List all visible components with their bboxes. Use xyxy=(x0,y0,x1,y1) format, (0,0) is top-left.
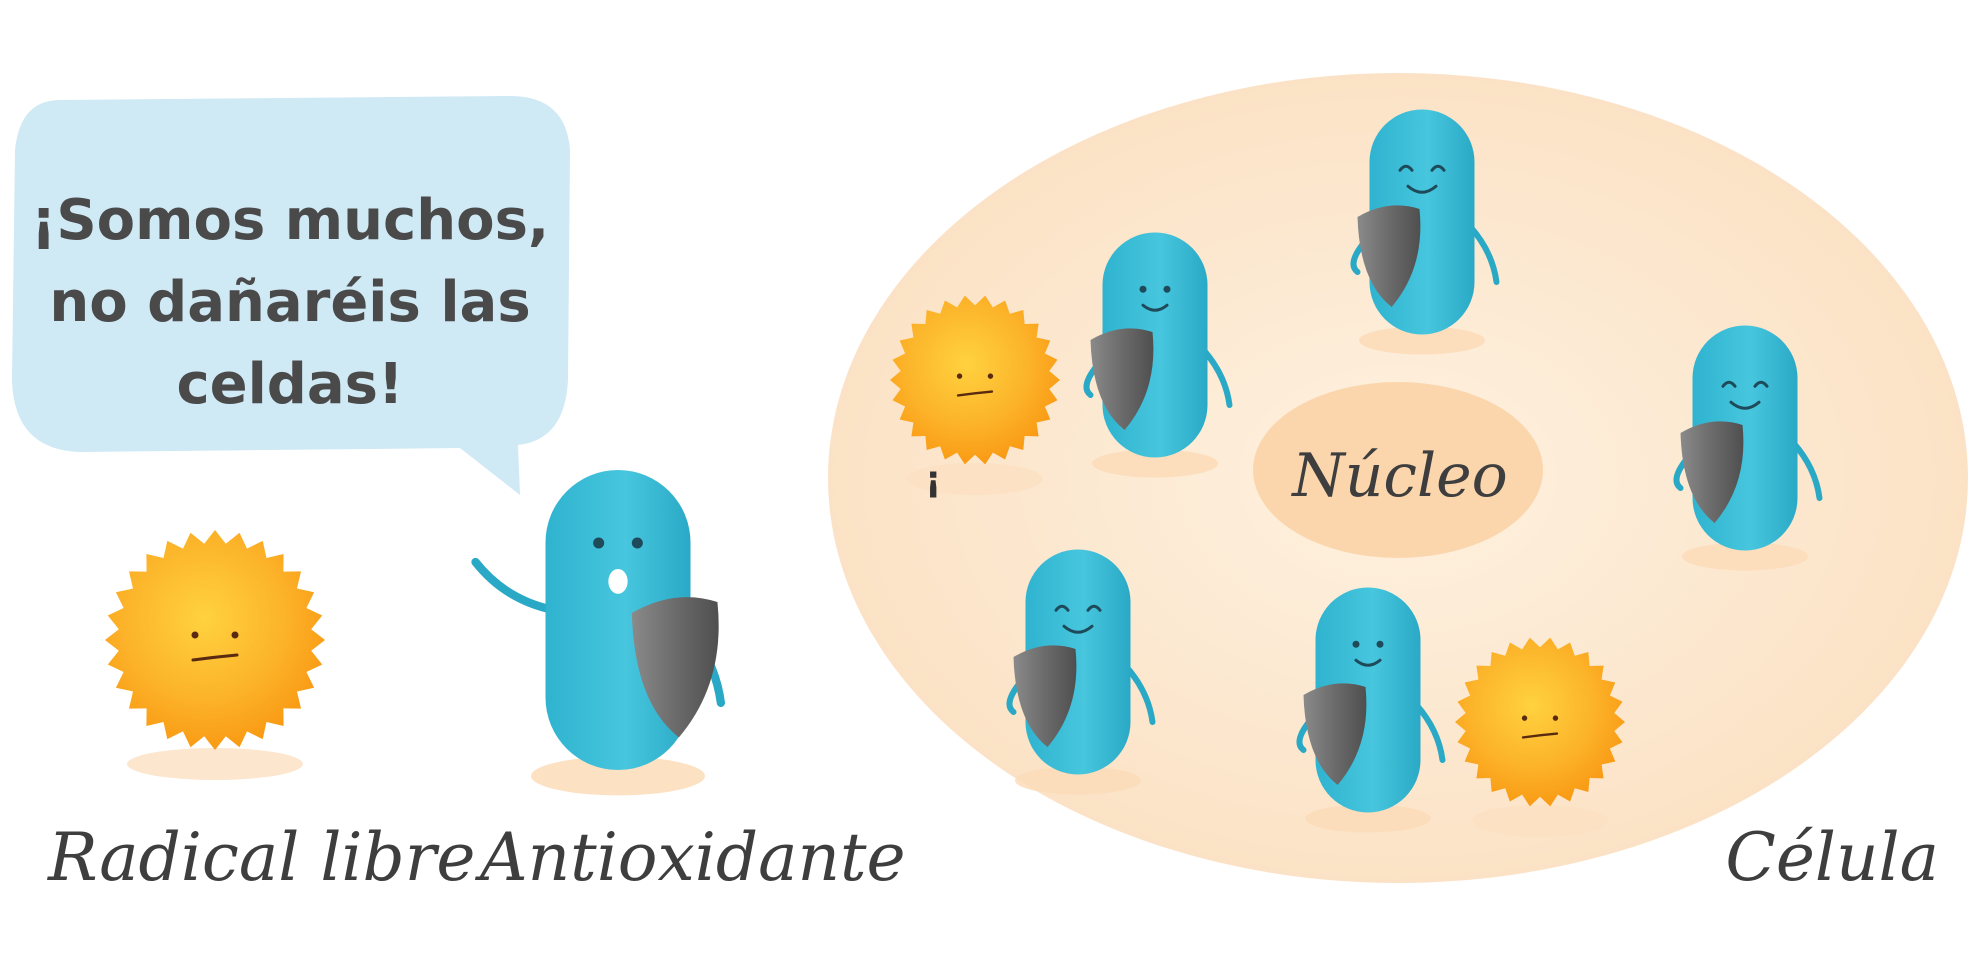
antioxidant-main xyxy=(471,470,726,796)
speech-bubble-text: ¡Somos muchos, no dañaréis las celdas! xyxy=(30,180,550,426)
antioxidant-in-cell-2 xyxy=(1350,109,1500,355)
free-radical-left xyxy=(105,530,325,780)
free-radical-in-cell-2 xyxy=(1455,637,1625,837)
free-radical-in-cell-1 xyxy=(890,295,1060,495)
antioxidant-in-cell-5 xyxy=(1296,587,1446,833)
antioxidant-in-cell-1 xyxy=(1083,232,1233,478)
exclamation-mark: ¡ xyxy=(925,459,942,500)
antioxidant-in-cell-4 xyxy=(1006,549,1156,795)
cell-label: Célula xyxy=(1725,819,1939,896)
antioxidant-label: Antioxidante xyxy=(480,819,906,896)
nucleus xyxy=(1253,382,1543,558)
nucleus-label: Núcleo xyxy=(1292,441,1508,511)
speech-line-1: ¡Somos muchos, xyxy=(30,188,550,253)
speech-bubble xyxy=(12,96,570,495)
speech-line-3: celdas! xyxy=(176,352,404,417)
free-radical-label: Radical libre xyxy=(48,819,476,896)
antioxidant-in-cell-3 xyxy=(1673,325,1823,571)
speech-line-2: no dañaréis las xyxy=(49,270,531,335)
